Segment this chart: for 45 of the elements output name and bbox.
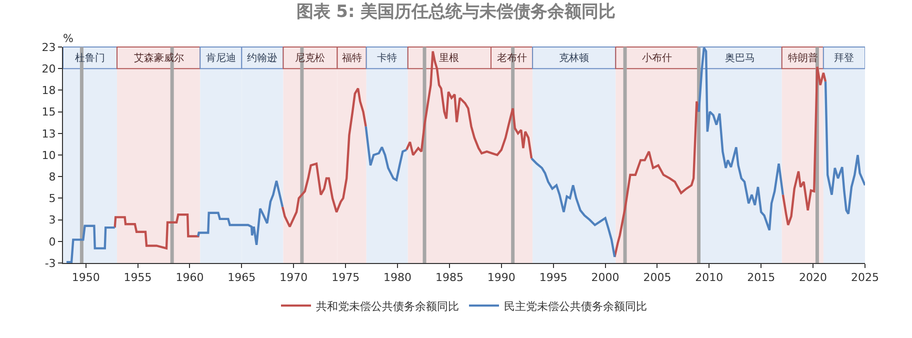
band-label: 老布什 bbox=[497, 52, 527, 64]
y-tick-label: 20 bbox=[42, 62, 56, 76]
band-label: 杜鲁门 bbox=[75, 52, 105, 64]
y-tick-label: 0 bbox=[48, 235, 56, 248]
x-tick-label: 1980 bbox=[384, 271, 412, 284]
y-tick-label: 18 bbox=[42, 84, 56, 98]
y-tick-label: 3 bbox=[48, 214, 56, 227]
band-label: 艾森豪威尔 bbox=[134, 52, 184, 64]
chart-title: 图表 5: 美国历任总统与未偿债务余额同比 bbox=[296, 2, 616, 22]
x-tick-label: 1965 bbox=[228, 271, 256, 284]
x-tick-label: 2010 bbox=[695, 271, 724, 284]
x-tick-label: 1955 bbox=[124, 271, 152, 284]
x-tick-label: 1960 bbox=[176, 271, 204, 284]
band-label: 尼克松 bbox=[295, 52, 325, 64]
x-tick-label: 2015 bbox=[747, 271, 776, 284]
x-tick-label: 2020 bbox=[799, 271, 828, 284]
legend-label: 共和党未偿公共债务余额同比 bbox=[316, 300, 459, 313]
x-tick-label: 1995 bbox=[539, 271, 568, 284]
x-tick-label: 2000 bbox=[591, 271, 620, 284]
y-tick-label: 5 bbox=[48, 192, 56, 206]
y-axis-title: % bbox=[63, 32, 74, 45]
x-tick-label: 1950 bbox=[72, 271, 100, 284]
band-label: 福特 bbox=[342, 52, 362, 64]
band-label: 肯尼迪 bbox=[206, 52, 236, 64]
y-tick-label: -3 bbox=[44, 256, 56, 270]
x-tick-label: 2025 bbox=[851, 271, 879, 284]
band-label: 卡特 bbox=[377, 52, 397, 64]
band-label: 奥巴马 bbox=[725, 52, 755, 64]
y-tick-label: 15 bbox=[42, 106, 56, 119]
band-label: 里根 bbox=[439, 52, 459, 64]
x-tick-label: 1990 bbox=[487, 271, 516, 284]
band-label: 克林顿 bbox=[559, 52, 589, 64]
band-label: 拜登 bbox=[834, 52, 854, 64]
x-tick-label: 2005 bbox=[643, 271, 672, 284]
band-label: 小布什 bbox=[642, 52, 672, 64]
x-tick-label: 1975 bbox=[332, 271, 360, 284]
y-tick-label: 10 bbox=[42, 148, 56, 162]
x-tick-label: 1970 bbox=[280, 271, 308, 284]
y-tick-label: 8 bbox=[48, 170, 56, 184]
y-tick-label: 13 bbox=[42, 127, 56, 140]
x-tick-label: 1985 bbox=[435, 271, 464, 284]
y-tick-label: 23 bbox=[42, 40, 56, 54]
band-label: 特朗普 bbox=[788, 52, 818, 64]
band-label: 约翰逊 bbox=[247, 52, 277, 64]
legend-label: 民主党未偿公共债务余额同比 bbox=[504, 300, 647, 313]
